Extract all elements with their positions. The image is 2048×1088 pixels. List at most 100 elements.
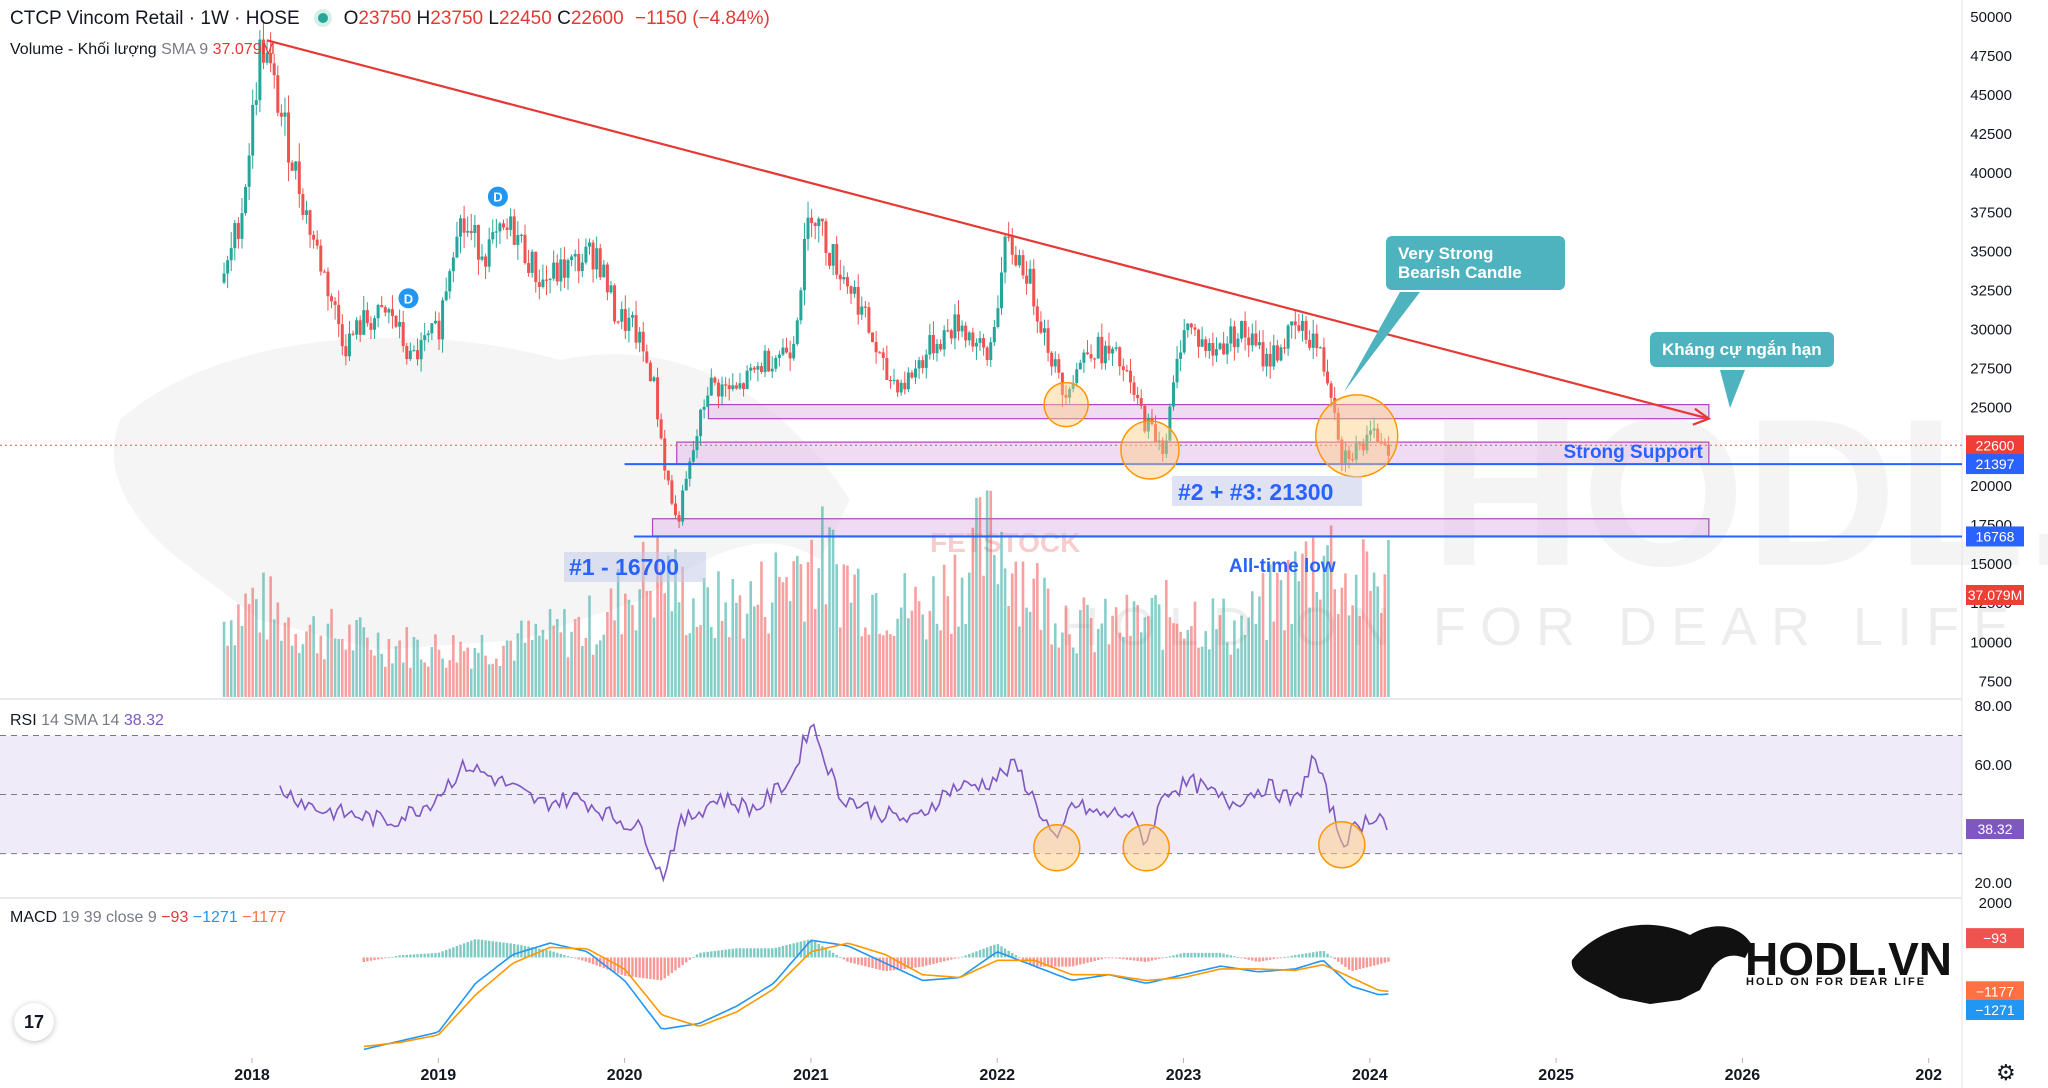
candle-body bbox=[269, 52, 273, 64]
volume-bar bbox=[989, 490, 993, 697]
candle-body bbox=[562, 259, 566, 278]
volume-bar bbox=[1014, 561, 1018, 697]
callout-resistance-pointer bbox=[1720, 370, 1745, 408]
candle-body bbox=[466, 230, 470, 233]
volume-bar bbox=[1290, 624, 1293, 697]
volume-bar bbox=[545, 639, 548, 697]
volume-bar bbox=[788, 601, 792, 697]
candle-body bbox=[949, 330, 953, 339]
candle-body bbox=[1243, 321, 1247, 338]
gear-icon[interactable]: ⚙ bbox=[1996, 1060, 2016, 1085]
rsi-value: 38.32 bbox=[123, 712, 164, 729]
candle-body bbox=[222, 273, 226, 283]
candle-body bbox=[953, 314, 957, 339]
candle-body bbox=[924, 354, 928, 368]
macd-histogram-bar bbox=[724, 949, 727, 958]
macd-histogram-bar bbox=[889, 957, 892, 971]
candle-body bbox=[577, 253, 581, 272]
macd-value-tag-text: −1177 bbox=[1976, 983, 2014, 999]
macd-histogram-bar bbox=[1294, 955, 1297, 958]
candle-body bbox=[702, 406, 706, 410]
candle-body bbox=[620, 309, 624, 322]
candle-body bbox=[638, 331, 642, 343]
volume-bar bbox=[684, 635, 688, 697]
volume-label[interactable]: Volume - Khối lượng bbox=[10, 41, 157, 58]
volume-bar bbox=[1336, 614, 1340, 697]
candle-body bbox=[1003, 236, 1007, 273]
macd-histogram-bar bbox=[753, 948, 756, 958]
macd-histogram-bar bbox=[892, 957, 896, 971]
macd-histogram-bar bbox=[1354, 957, 1358, 971]
price-tick-label: 10000 bbox=[1970, 634, 2012, 651]
candle-body bbox=[1014, 254, 1018, 266]
candle-body bbox=[595, 248, 599, 270]
macd-histogram-bar bbox=[982, 948, 985, 958]
volume-bar bbox=[315, 653, 319, 697]
volume-bar bbox=[1057, 647, 1061, 697]
macd-histogram-bar bbox=[441, 951, 444, 958]
candle-body bbox=[383, 307, 387, 313]
price-candles[interactable] bbox=[222, 20, 1390, 528]
macd-histogram-bar bbox=[1071, 957, 1075, 967]
macd-histogram-bar bbox=[466, 941, 469, 958]
levels-and-trend bbox=[0, 39, 1962, 538]
candle-body bbox=[935, 344, 939, 354]
volume-bar bbox=[441, 658, 444, 697]
macd-histogram-bar bbox=[1308, 952, 1311, 958]
candle-body bbox=[709, 377, 713, 396]
volume-bar bbox=[978, 497, 982, 697]
candle-body bbox=[731, 385, 735, 390]
volume-bar bbox=[1179, 631, 1182, 697]
level-tag bbox=[1966, 454, 2024, 475]
macd-histogram-bar bbox=[573, 957, 577, 959]
volume-bar bbox=[1218, 615, 1222, 697]
macd-histogram-bar bbox=[950, 957, 953, 960]
marked-low-circle bbox=[1043, 381, 1089, 428]
macd-histogram-bar bbox=[1097, 957, 1100, 961]
candle-body bbox=[347, 333, 351, 357]
macd-histogram-bar bbox=[756, 948, 760, 958]
macd-histogram-bar bbox=[423, 953, 426, 958]
volume-bar bbox=[1150, 597, 1154, 697]
candle-body bbox=[1136, 394, 1140, 399]
tradingview-logo-icon[interactable]: 17 bbox=[14, 1003, 54, 1041]
macd-histogram-bar bbox=[394, 956, 398, 958]
volume-bar bbox=[735, 602, 738, 697]
volume-bar bbox=[1293, 551, 1297, 697]
volume-bar bbox=[1268, 564, 1272, 697]
candle-body bbox=[1225, 343, 1229, 355]
volume-bar bbox=[738, 595, 742, 697]
volume-bar bbox=[813, 609, 817, 697]
macd-header: MACD 19 39 close 9 −93 −1271 −1177 bbox=[10, 909, 286, 927]
candle-body bbox=[802, 238, 806, 291]
symbol-title[interactable]: CTCP Vincom Retail · 1W · HOSE bbox=[10, 8, 300, 29]
macd-histogram-bar bbox=[1297, 954, 1301, 958]
volume-bar bbox=[409, 667, 412, 697]
candle-body bbox=[455, 236, 459, 258]
candle-body bbox=[835, 244, 839, 275]
candle-body bbox=[1204, 339, 1208, 351]
volume-bar bbox=[1258, 596, 1261, 697]
volume-bar bbox=[1229, 654, 1233, 697]
rsi-label[interactable]: RSI bbox=[10, 712, 37, 729]
macd-histogram-bar bbox=[1383, 957, 1387, 963]
macd-histogram-bar bbox=[1200, 952, 1204, 958]
macd-histogram-bar bbox=[806, 939, 810, 958]
macd-histogram-bar bbox=[523, 945, 527, 958]
volume-bar bbox=[950, 633, 953, 697]
macd-histogram-bar bbox=[939, 957, 942, 963]
candle-body bbox=[1042, 328, 1046, 333]
volume-bar bbox=[1315, 591, 1319, 697]
macd-histogram-bar bbox=[1043, 957, 1046, 967]
volume-bar bbox=[340, 639, 344, 697]
macd-histogram-bar bbox=[437, 952, 441, 958]
macd-histogram-bar bbox=[459, 944, 462, 958]
candle-body bbox=[1365, 434, 1369, 451]
candle-body bbox=[344, 346, 348, 357]
macd-label[interactable]: MACD bbox=[10, 909, 58, 926]
volume-bar bbox=[1207, 649, 1211, 697]
candle-body bbox=[896, 379, 900, 393]
macd-histogram-bar bbox=[509, 943, 512, 958]
macd-histogram-bar bbox=[1286, 956, 1290, 958]
